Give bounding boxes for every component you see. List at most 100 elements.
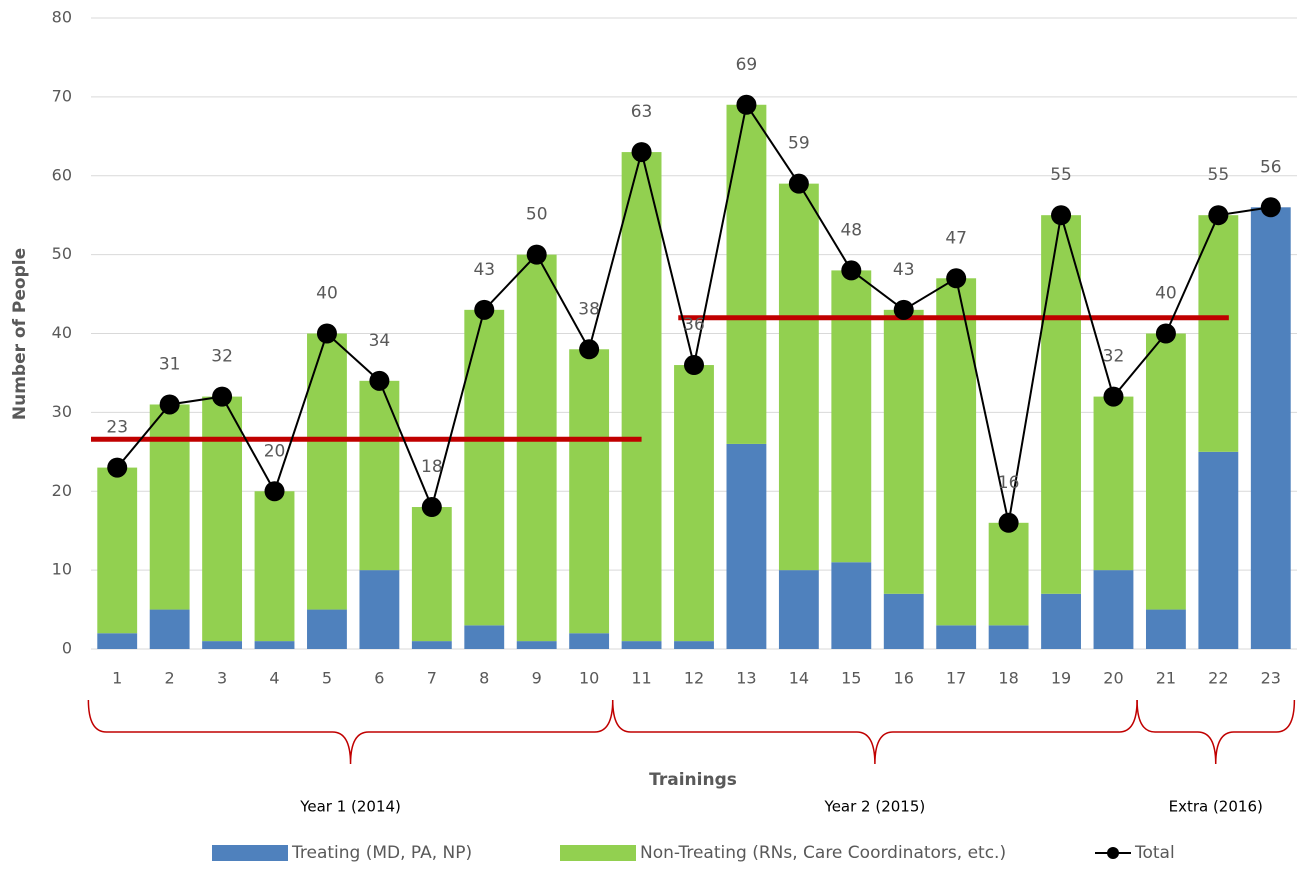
data-label: 69 xyxy=(736,55,758,75)
point xyxy=(1260,197,1281,218)
point xyxy=(1103,386,1124,407)
bar xyxy=(569,633,610,649)
bar xyxy=(1198,451,1239,649)
point xyxy=(631,142,652,163)
bar xyxy=(883,593,924,649)
bar xyxy=(307,609,347,649)
data-label: 43 xyxy=(893,260,915,280)
bar xyxy=(778,570,819,649)
bar xyxy=(1145,609,1186,649)
bar xyxy=(936,625,977,649)
x-tick-label: 19 xyxy=(1051,669,1071,688)
bar xyxy=(988,522,1029,626)
group-brace xyxy=(611,699,1138,765)
data-label: 40 xyxy=(316,284,338,304)
x-tick-label: 11 xyxy=(631,669,651,688)
point xyxy=(369,370,390,391)
data-label: 55 xyxy=(1208,165,1230,185)
bar xyxy=(569,349,610,634)
bar xyxy=(621,152,662,642)
bar xyxy=(464,309,505,626)
x-tick-label: 1 xyxy=(112,669,122,688)
bar xyxy=(516,641,557,649)
point xyxy=(421,497,442,518)
bar xyxy=(1041,215,1081,594)
y-axis-title: Number of People xyxy=(10,248,30,420)
data-label: 40 xyxy=(1155,284,1177,304)
bar xyxy=(307,333,347,610)
x-tick-label: 9 xyxy=(532,669,542,688)
bar xyxy=(988,625,1029,649)
bar xyxy=(97,633,138,649)
bar xyxy=(149,404,190,610)
y-tick-label: 50 xyxy=(52,244,72,263)
x-tick-label: 13 xyxy=(736,669,756,688)
data-label: 31 xyxy=(159,354,181,374)
x-tick-label: 23 xyxy=(1261,669,1281,688)
bar xyxy=(464,625,505,649)
data-label: 16 xyxy=(998,473,1020,493)
bar xyxy=(1198,215,1239,452)
data-label: 36 xyxy=(683,315,705,335)
y-tick-label: 60 xyxy=(52,165,72,184)
bar xyxy=(1093,396,1134,571)
point xyxy=(1051,205,1072,226)
x-tick-label: 22 xyxy=(1208,669,1228,688)
legend-swatch xyxy=(1107,847,1119,859)
bar xyxy=(97,467,138,634)
bar xyxy=(359,380,400,571)
bar xyxy=(516,254,557,642)
bar xyxy=(726,104,767,444)
y-tick-label: 40 xyxy=(52,323,72,342)
data-label: 43 xyxy=(473,260,495,280)
data-label: 38 xyxy=(578,299,600,319)
x-tick-label: 12 xyxy=(684,669,704,688)
point xyxy=(107,457,128,478)
x-axis-title: Trainings xyxy=(649,770,737,790)
bar xyxy=(1041,593,1081,649)
y-tick-label: 10 xyxy=(52,560,72,579)
legend-swatch xyxy=(212,845,288,861)
legend-swatch xyxy=(560,845,636,861)
data-label: 56 xyxy=(1260,157,1282,177)
group-label: Year 1 (2014) xyxy=(299,798,401,816)
point xyxy=(946,268,967,289)
y-tick-label: 80 xyxy=(52,8,72,27)
bar xyxy=(254,491,295,642)
y-tick-label: 30 xyxy=(52,402,72,421)
y-tick-label: 0 xyxy=(62,639,72,658)
point xyxy=(841,260,862,281)
legend-label: Treating (MD, PA, NP) xyxy=(291,843,472,863)
x-tick-label: 21 xyxy=(1156,669,1176,688)
bar xyxy=(202,641,243,649)
data-label: 32 xyxy=(1103,347,1125,367)
data-label: 20 xyxy=(264,441,286,461)
bar xyxy=(359,570,400,649)
point xyxy=(1155,323,1176,344)
x-tick-label: 3 xyxy=(217,669,227,688)
x-tick-label: 20 xyxy=(1103,669,1123,688)
group-label: Year 2 (2015) xyxy=(824,798,926,816)
bar xyxy=(411,507,452,642)
x-tick-label: 14 xyxy=(789,669,809,688)
data-label: 23 xyxy=(106,418,128,438)
x-tick-label: 10 xyxy=(579,669,599,688)
x-tick-label: 5 xyxy=(322,669,332,688)
x-tick-label: 15 xyxy=(841,669,861,688)
point xyxy=(788,173,809,194)
data-label: 50 xyxy=(526,205,548,225)
point xyxy=(212,386,233,407)
point xyxy=(264,481,285,502)
y-tick-label: 20 xyxy=(52,481,72,500)
bar xyxy=(621,641,662,649)
point xyxy=(736,94,757,115)
legend-label: Non-Treating (RNs, Care Coordinators, et… xyxy=(640,843,1006,863)
x-tick-label: 17 xyxy=(946,669,966,688)
legend-label: Total xyxy=(1134,843,1175,863)
data-label: 47 xyxy=(945,228,967,248)
group-brace xyxy=(87,699,614,765)
data-label: 18 xyxy=(421,457,443,477)
point xyxy=(579,339,600,360)
point xyxy=(159,394,180,415)
